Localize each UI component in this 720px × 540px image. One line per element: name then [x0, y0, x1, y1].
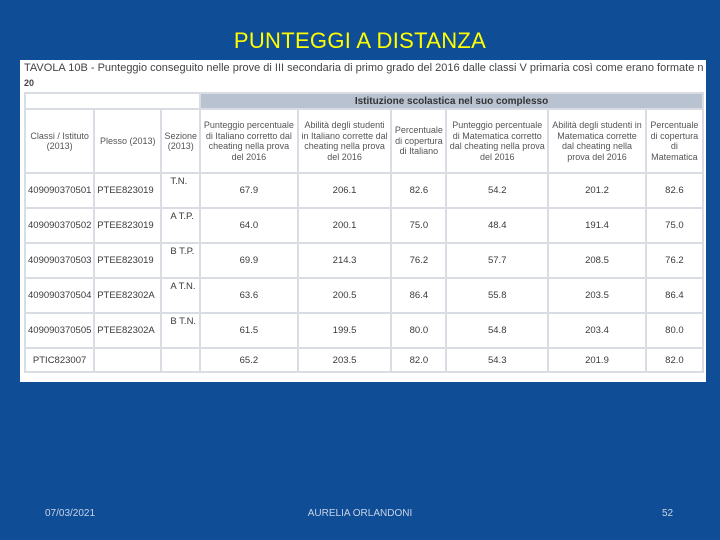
cell-sezione: A T.N. — [160, 277, 202, 314]
cell-punteggio-mat: 54.2 — [445, 172, 550, 209]
table-row: 409090370504 PTEE82302A A T.N. 63.6 200.… — [23, 277, 705, 314]
col-header-copertura-ita: Percentuale di copertura di Italiano — [390, 108, 448, 174]
footer-author: AURELIA ORLANDONI — [307, 508, 413, 519]
table-row: 409090370505 PTEE82302A B T.N. 61.5 199.… — [23, 312, 705, 349]
cell-copertura-mat: 80.0 — [644, 312, 705, 349]
cell-abilita-ita: 199.5 — [296, 312, 393, 349]
cell-copertura-ita: 82.6 — [390, 172, 448, 209]
table-row: 409090370501 PTEE823019 T.N. 67.9 206.1 … — [23, 172, 705, 209]
col-header-abilita-mat: Abilità degli studenti in Matematica cor… — [547, 108, 647, 174]
col-header-abilita-ita: Abilità degli studenti in Italiano corre… — [296, 108, 393, 174]
cell-abilita-ita: 203.5 — [296, 347, 393, 373]
col-header-classi: Classi / Istituto (2013) — [23, 108, 96, 174]
cell-classe: 409090370501 — [23, 172, 96, 209]
col-header-plesso: Plesso (2013) — [93, 108, 163, 174]
cell-plesso: PTEE823019 — [93, 242, 163, 279]
cell-abilita-mat: 203.5 — [547, 277, 647, 314]
cell-abilita-mat: 201.2 — [547, 172, 647, 209]
cell-punteggio-ita: 63.6 — [199, 277, 299, 314]
cell-punteggio-ita: 69.9 — [199, 242, 299, 279]
footer-date: 07/03/2021 — [45, 508, 96, 519]
cell-copertura-mat: 82.6 — [644, 172, 705, 209]
cell-punteggio-ita: 64.0 — [199, 207, 299, 244]
cell-sezione: B T.N. — [160, 312, 202, 349]
cell-copertura-mat: 76.2 — [644, 242, 705, 279]
col-header-punteggio-mat: Punteggio percentuale di Matematica corr… — [445, 108, 550, 174]
cell-copertura-ita: 82.0 — [390, 347, 448, 373]
group-header-row: Istituzione scolastica nel suo complesso — [23, 92, 704, 110]
slide-title: PUNTEGGI A DISTANZA — [233, 28, 487, 53]
cell-abilita-ita: 200.5 — [296, 277, 393, 314]
cell-istituto: PTIC823007 — [23, 347, 96, 373]
cell-plesso: PTEE823019 — [93, 172, 163, 209]
cell-abilita-ita: 214.3 — [296, 242, 393, 279]
cell-punteggio-ita: 61.5 — [199, 312, 299, 349]
cell-copertura-ita: 75.0 — [390, 207, 448, 244]
cell-punteggio-mat: 54.8 — [445, 312, 550, 349]
cell-punteggio-ita: 65.2 — [199, 347, 299, 373]
cell-punteggio-mat: 57.7 — [445, 242, 550, 279]
cell-sezione: A T.P. — [160, 207, 202, 244]
total-row: PTIC823007 65.2 203.5 82.0 54.3 201.9 82… — [23, 347, 705, 373]
cell-plesso: PTEE82302A — [93, 277, 163, 314]
cell-abilita-mat: 201.9 — [547, 347, 647, 373]
col-header-punteggio-ita: Punteggio percentuale di Italiano corret… — [199, 108, 299, 174]
group-header-spacer — [23, 92, 202, 110]
cell-copertura-ita: 80.0 — [390, 312, 448, 349]
table-caption-extra: 20 — [24, 78, 35, 88]
table-row: 409090370503 PTEE823019 B T.P. 69.9 214.… — [23, 242, 705, 279]
cell-copertura-ita: 76.2 — [390, 242, 448, 279]
cell-classe: 409090370503 — [23, 242, 96, 279]
cell-abilita-mat: 208.5 — [547, 242, 647, 279]
cell-plesso — [93, 347, 163, 373]
cell-classe: 409090370502 — [23, 207, 96, 244]
table-row: 409090370502 PTEE823019 A T.P. 64.0 200.… — [23, 207, 705, 244]
cell-classe: 409090370505 — [23, 312, 96, 349]
col-header-sezione: Sezione (2013) — [160, 108, 202, 174]
cell-plesso: PTEE823019 — [93, 207, 163, 244]
col-header-copertura-mat: Percentuale di copertura di Matematica — [644, 108, 705, 174]
cell-copertura-mat: 75.0 — [644, 207, 705, 244]
cell-sezione: B T.P. — [160, 242, 202, 279]
cell-abilita-ita: 206.1 — [296, 172, 393, 209]
group-header: Istituzione scolastica nel suo complesso — [199, 92, 704, 110]
cell-punteggio-mat: 54.3 — [445, 347, 550, 373]
cell-punteggio-mat: 55.8 — [445, 277, 550, 314]
footer-page-number: 52 — [662, 508, 674, 519]
cell-classe: 409090370504 — [23, 277, 96, 314]
cell-copertura-ita: 86.4 — [390, 277, 448, 314]
column-header-row: Classi / Istituto (2013) Plesso (2013) S… — [23, 108, 705, 174]
cell-copertura-mat: 82.0 — [644, 347, 705, 373]
results-table: Istituzione scolastica nel suo complesso… — [23, 92, 705, 373]
cell-abilita-mat: 191.4 — [547, 207, 647, 244]
cell-punteggio-mat: 48.4 — [445, 207, 550, 244]
cell-abilita-mat: 203.4 — [547, 312, 647, 349]
cell-copertura-mat: 86.4 — [644, 277, 705, 314]
cell-sezione — [160, 347, 202, 373]
cell-punteggio-ita: 67.9 — [199, 172, 299, 209]
cell-sezione: T.N. — [160, 172, 202, 209]
table-caption: TAVOLA 10B - Punteggio conseguito nelle … — [24, 62, 704, 74]
cell-plesso: PTEE82302A — [93, 312, 163, 349]
cell-abilita-ita: 200.1 — [296, 207, 393, 244]
table-image-panel: TAVOLA 10B - Punteggio conseguito nelle … — [20, 60, 706, 382]
